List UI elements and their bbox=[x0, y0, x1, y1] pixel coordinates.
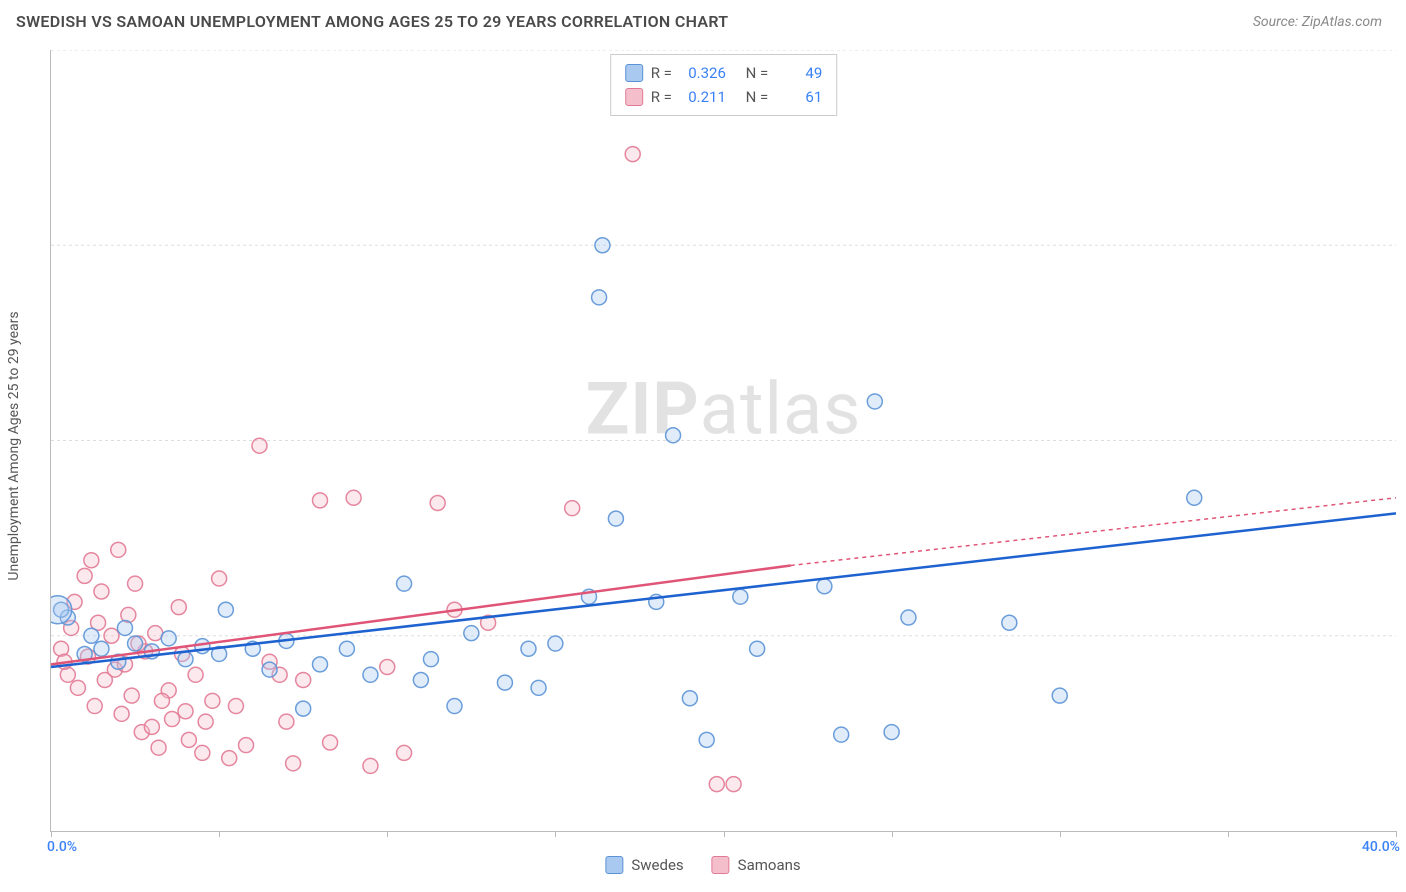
legend-item-swedes: Swedes bbox=[605, 856, 683, 874]
x-tick-mark bbox=[387, 831, 388, 837]
legend-label-samoans: Samoans bbox=[738, 856, 801, 874]
source-label: Source: ZipAtlas.com bbox=[1253, 14, 1382, 30]
swatch-swedes bbox=[625, 64, 643, 82]
y-axis-label: Unemployment Among Ages 25 to 29 years bbox=[6, 311, 22, 580]
swatch-samoans bbox=[625, 88, 643, 106]
x-tick-label: 40.0% bbox=[1362, 839, 1400, 855]
x-tick-mark bbox=[51, 831, 52, 837]
x-tick-mark bbox=[724, 831, 725, 837]
x-tick-label: 0.0% bbox=[47, 839, 77, 855]
chart-plot-area: ZIPatlas R =0.326 N =49 R =0.211 N =61 7… bbox=[50, 50, 1396, 832]
x-tick-mark bbox=[555, 831, 556, 837]
chart-title: SWEDISH VS SAMOAN UNEMPLOYMENT AMONG AGE… bbox=[16, 12, 728, 31]
x-tick-mark bbox=[1228, 831, 1229, 837]
x-tick-mark bbox=[219, 831, 220, 837]
legend: Swedes Samoans bbox=[605, 856, 800, 874]
x-tick-mark bbox=[1060, 831, 1061, 837]
x-tick-mark bbox=[1396, 831, 1397, 837]
legend-item-samoans: Samoans bbox=[712, 856, 801, 874]
correlation-stats-box: R =0.326 N =49 R =0.211 N =61 bbox=[610, 54, 838, 116]
scatter-plot-svg bbox=[51, 50, 1396, 831]
legend-swatch-samoans bbox=[712, 856, 730, 874]
x-tick-mark bbox=[892, 831, 893, 837]
stats-row-samoans: R =0.211 N =61 bbox=[625, 85, 823, 109]
legend-swatch-swedes bbox=[605, 856, 623, 874]
legend-label-swedes: Swedes bbox=[631, 856, 683, 874]
stats-row-swedes: R =0.326 N =49 bbox=[625, 61, 823, 85]
